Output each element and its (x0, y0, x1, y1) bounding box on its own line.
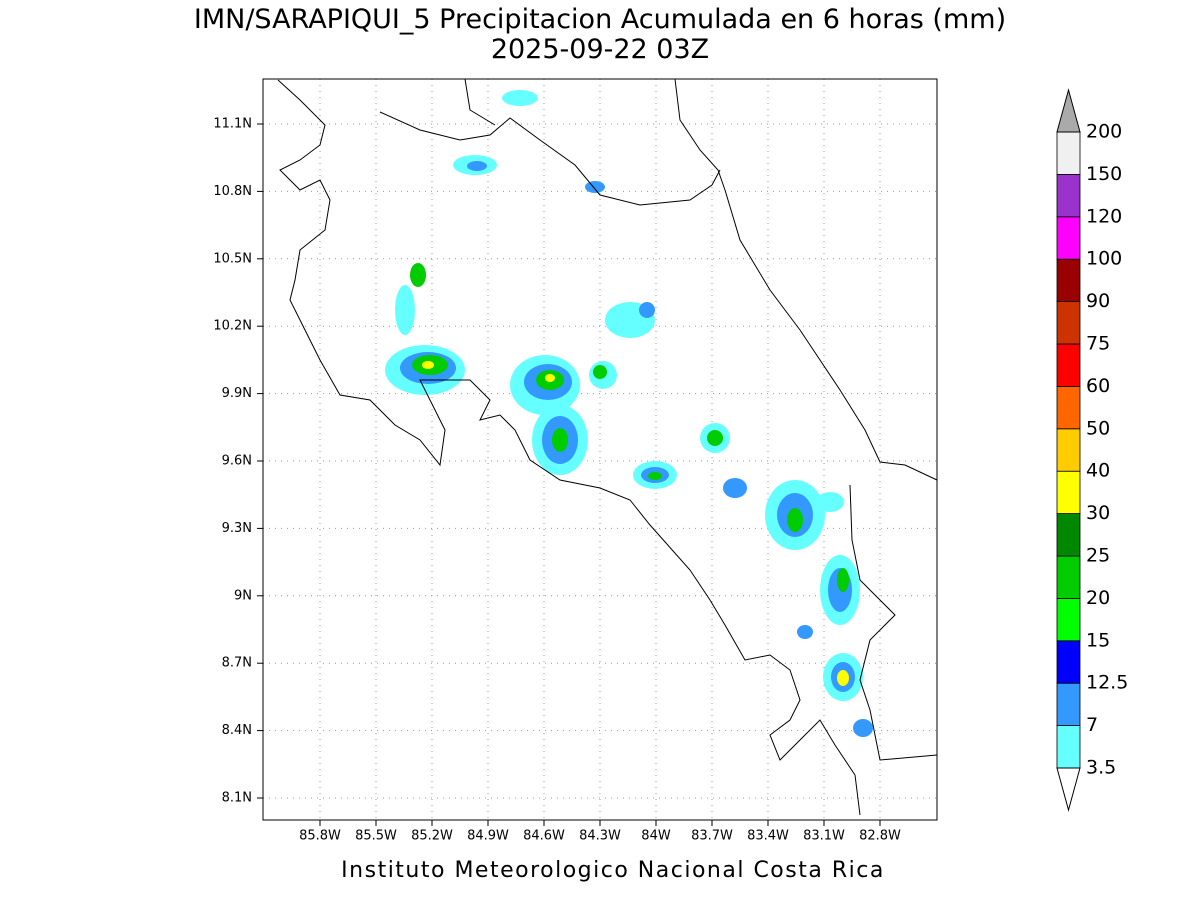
nicaragua-border (379, 111, 721, 206)
colorbar-label: 20 (1086, 587, 1110, 609)
colorbar-swatch (1056, 725, 1081, 769)
blob (853, 719, 873, 737)
lat-tick-label: 9.3N (222, 521, 252, 536)
blob (723, 478, 747, 498)
colorbar-label: 90 (1086, 290, 1110, 312)
lon-tick-label: 85.2W (411, 829, 453, 844)
colorbar-swatch (1056, 428, 1081, 472)
map-background (263, 79, 937, 820)
lake-shore (464, 78, 496, 126)
colorbar-label: 200 (1086, 121, 1122, 143)
colorbar-label: 120 (1086, 205, 1122, 227)
colorbar-label: 15 (1086, 629, 1110, 651)
lon-tick-label: 82.8W (859, 829, 901, 844)
blob (422, 361, 434, 369)
caribbean-coast (674, 78, 938, 481)
colorbar-label: 40 (1086, 460, 1110, 482)
blob (410, 263, 426, 287)
colorbar-swatch (1056, 131, 1081, 175)
colorbar-swatch (1056, 173, 1081, 218)
coastlines (277, 78, 938, 816)
colorbar-label: 60 (1086, 375, 1110, 397)
colorbar-swatch (1056, 470, 1081, 515)
blob (837, 568, 849, 592)
blob (585, 181, 605, 193)
blob (639, 302, 655, 318)
title: IMN/SARAPIQUI_5 Precipitacion Acumulada … (194, 4, 1006, 35)
colorbar-label: 100 (1086, 248, 1122, 270)
blob (797, 625, 813, 639)
colorbar-label: 7 (1086, 714, 1098, 736)
lon-tick-label: 85.5W (355, 829, 397, 844)
colorbar-swatch (1056, 555, 1081, 599)
colorbar-swatch (1056, 682, 1081, 727)
colorbar-label: 50 (1086, 417, 1110, 439)
panama-border (849, 484, 938, 761)
colorbar-label: 12.5 (1086, 672, 1128, 694)
colorbar-swatch (1056, 513, 1081, 557)
blob (816, 492, 844, 512)
colorbar-swatch (1056, 640, 1081, 684)
lat-tick-label: 11.1N (213, 117, 252, 132)
colorbar-swatch (1056, 385, 1081, 430)
blob (395, 285, 415, 335)
precip-blobs (385, 90, 873, 737)
blob (545, 374, 555, 382)
blob (593, 365, 607, 379)
lon-tick-label: 84.9W (467, 829, 509, 844)
lon-tick-label: 83.1W (803, 829, 845, 844)
lon-tick-label: 83.7W (691, 829, 733, 844)
colorbar-label: 75 (1086, 333, 1110, 355)
blob (837, 670, 849, 686)
colorbar-swatch (1056, 301, 1081, 345)
lon-tick-label: 84.3W (579, 829, 621, 844)
blob (502, 90, 538, 106)
colorbar-swatch (1056, 343, 1081, 387)
lat-tick-label: 10.8N (213, 184, 252, 199)
colorbar-swatch (1056, 258, 1081, 303)
lat-tick-label: 10.5N (213, 251, 252, 266)
lat-tick-label: 8.7N (222, 656, 252, 671)
pacific-coast (277, 79, 861, 816)
lon-tick-label: 84W (641, 829, 671, 844)
colorbar-swatch (1056, 216, 1081, 260)
colorbar-label: 150 (1086, 163, 1122, 185)
lat-tick-label: 9.6N (222, 454, 252, 469)
blob (552, 428, 568, 452)
lon-tick-label: 85.8W (299, 829, 341, 844)
blob (467, 161, 487, 171)
subtitle: 2025-09-22 03Z (491, 34, 709, 65)
colorbar-label: 3.5 (1086, 757, 1116, 779)
lat-tick-label: 9.9N (222, 386, 252, 401)
lon-tick-label: 84.6W (523, 829, 565, 844)
blob (787, 508, 803, 532)
footer: Instituto Meteorologico Nacional Costa R… (341, 858, 885, 883)
colorbar-under-arrow (1056, 767, 1081, 812)
colorbar-swatch (1056, 598, 1081, 642)
lat-tick-label: 10.2N (213, 319, 252, 334)
lat-tick-label: 9N (234, 588, 252, 603)
blob (707, 430, 723, 446)
lat-tick-label: 8.4N (222, 723, 252, 738)
blob (648, 472, 662, 480)
lat-tick-label: 8.1N (222, 791, 252, 806)
map-area (262, 78, 938, 821)
lon-tick-label: 83.4W (747, 829, 789, 844)
colorbar-label: 30 (1086, 502, 1110, 524)
colorbar-label: 25 (1086, 545, 1110, 567)
colorbar-over-arrow (1056, 88, 1081, 133)
